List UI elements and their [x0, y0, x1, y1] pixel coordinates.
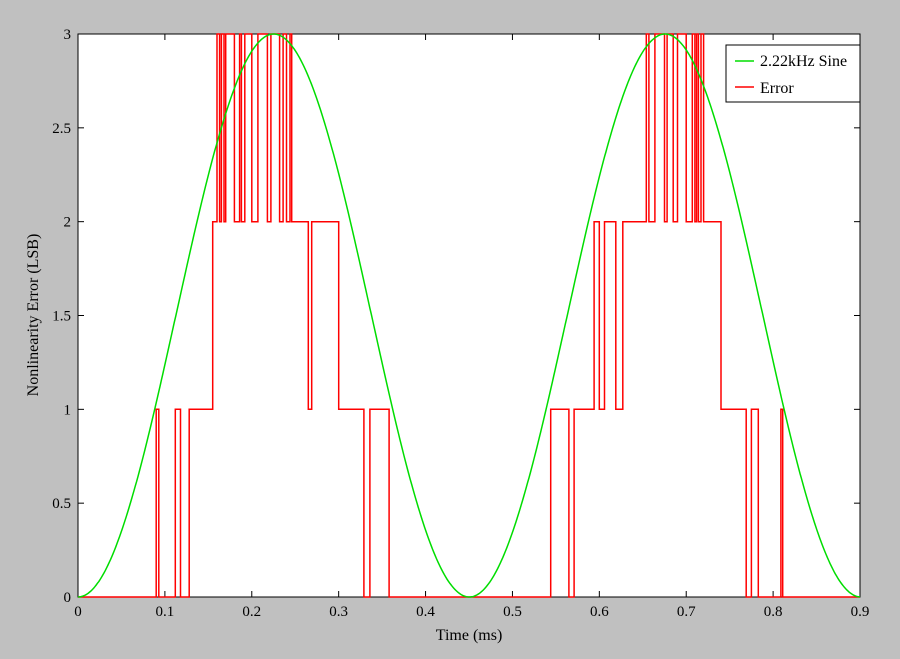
y-tick-label: 2 [64, 215, 72, 231]
legend: 2.22kHz Sine Error [725, 44, 861, 103]
legend-box [725, 44, 861, 103]
x-tick-label: 0 [74, 604, 82, 620]
y-tick-labels: 0 0.5 1 1.5 2 2.5 3 [52, 27, 71, 606]
x-tick-label: 0.4 [416, 604, 435, 620]
x-tick-label: 0.6 [590, 604, 609, 620]
x-axis-label: Time (ms) [436, 627, 503, 644]
x-tick-label: 0.5 [503, 604, 522, 620]
x-tick-label: 0.1 [156, 604, 175, 620]
y-axis-label: Nonlinearity Error (LSB) [25, 234, 42, 397]
x-tick-label: 0.9 [851, 604, 870, 620]
series-error-line [78, 33, 860, 598]
x-tick-label: 0.8 [764, 604, 783, 620]
x-tick-label: 0.7 [677, 604, 696, 620]
legend-label-sine: 2.22kHz Sine [760, 53, 847, 70]
y-tick-label: 1.5 [52, 309, 71, 325]
series-sine-line [77, 33, 861, 598]
series-layer [77, 33, 861, 598]
y-tick-label: 0.5 [52, 496, 71, 512]
y-tick-label: 1 [64, 402, 72, 418]
x-tick-label: 0.3 [329, 604, 348, 620]
y-tick-label: 3 [64, 27, 72, 43]
y-tick-label: 0 [64, 590, 72, 606]
legend-label-error: Error [760, 80, 794, 97]
y-tick-label: 2.5 [52, 121, 71, 137]
plot-area [77, 33, 861, 598]
x-tick-label: 0.2 [242, 604, 261, 620]
x-tick-labels: 0 0.1 0.2 0.3 0.4 0.5 0.6 0.7 0.8 0.9 [74, 604, 869, 620]
